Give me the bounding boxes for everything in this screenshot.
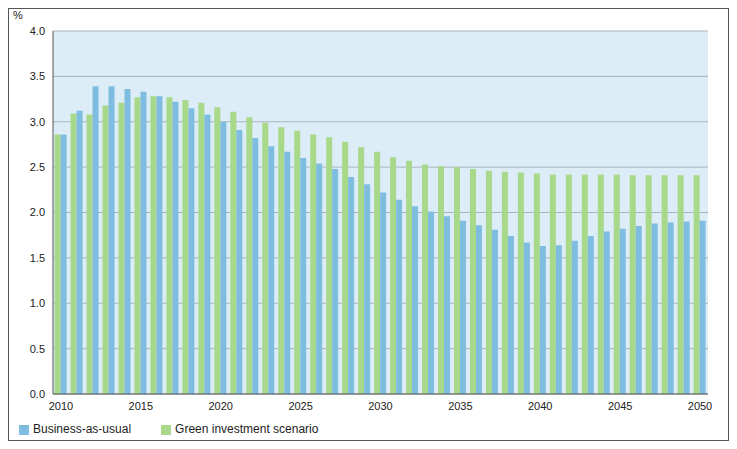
svg-text:2015: 2015: [129, 400, 153, 412]
svg-text:3.5: 3.5: [30, 70, 45, 82]
svg-text:1.5: 1.5: [30, 252, 45, 264]
html-text:Green investment scenario: Green investment scenario: [175, 422, 319, 436]
html-text:Business-as-usual: Business-as-usual: [33, 422, 131, 436]
svg-text:2035: 2035: [448, 400, 472, 412]
svg-text:2050: 2050: [688, 400, 712, 412]
svg-text:2.0: 2.0: [30, 206, 45, 218]
svg-text:2040: 2040: [528, 400, 552, 412]
svg-text:4.0: 4.0: [30, 25, 45, 37]
svg-text:2025: 2025: [288, 400, 312, 412]
svg-text:2045: 2045: [608, 400, 632, 412]
svg-text:1.0: 1.0: [30, 297, 45, 309]
svg-text:2010: 2010: [49, 400, 73, 412]
svg-text:%: %: [13, 9, 23, 21]
svg-text:2030: 2030: [368, 400, 392, 412]
svg-text:0.0: 0.0: [30, 388, 45, 400]
svg-text:0.5: 0.5: [30, 343, 45, 355]
svg-text:2020: 2020: [209, 400, 233, 412]
svg-text:3.0: 3.0: [30, 116, 45, 128]
svg-text:2.5: 2.5: [30, 161, 45, 173]
